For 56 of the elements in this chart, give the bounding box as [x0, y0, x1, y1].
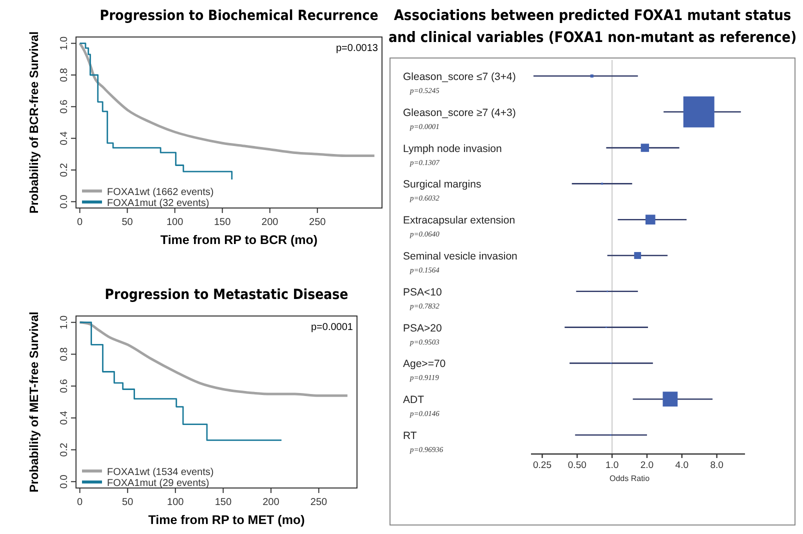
y-tick-label: Seminal vesicle invasion: [403, 250, 518, 262]
x-tick-label: 250: [310, 497, 328, 508]
y-tick-label: Surgical margins: [403, 178, 482, 191]
y-tick-label: 0.4: [59, 130, 70, 146]
y-tick-label: Lymph node invasion: [403, 142, 502, 155]
y-tick-label: PSA<10: [403, 286, 442, 298]
y-axis-title: Probability of BCR-free Survival: [27, 31, 41, 214]
y-tick-label: ADT: [403, 394, 425, 406]
y-tick-label: PSA>20: [403, 322, 442, 334]
x-tick-label: 0: [77, 217, 84, 228]
x-tick-label: 150: [214, 217, 232, 228]
x-tick-label: 50: [122, 497, 134, 508]
y-tick-label: 0.8: [59, 346, 70, 362]
x-tick-label: 0.25: [532, 460, 552, 471]
legend-label: FOXA1wt (1534 events): [107, 467, 214, 478]
x-tick-label: 50: [122, 217, 134, 228]
y-tick-label: 1.0: [59, 36, 70, 50]
y-tick-label: Gleason_score ≥7 (4+3): [403, 106, 516, 119]
chart-title: Associations between predicted FOXA1 mutant status and clinical variables (FOXA1 non-mutant as reference): [388, 8, 797, 46]
y-tick-label: 0.4: [59, 410, 70, 425]
x-tick-label: 0: [77, 497, 84, 508]
x-tick-label: 200: [262, 217, 279, 228]
legend-label: FOXA1wt (1662 events): [107, 187, 214, 198]
y-tick-label: RT: [403, 430, 418, 442]
y-tick-label: 1.0: [59, 314, 70, 330]
y-tick-label: 0.8: [59, 68, 70, 82]
y-tick-label: 0.6: [59, 99, 70, 114]
legend-label: FOXA1mut (32 events): [107, 198, 210, 209]
x-tick-label: 250: [309, 217, 326, 228]
x-tick-label: 150: [214, 497, 232, 508]
x-tick-label: 8.0: [710, 460, 724, 471]
x-tick-label: 0.50: [568, 460, 586, 471]
chart-title: Progression to Metastatic Disease: [104, 287, 348, 303]
y-tick-label: Age>=70: [403, 358, 446, 370]
y-tick-label: Extracapsular extension: [403, 214, 516, 227]
x-axis-title: Odds Ratio: [610, 474, 650, 483]
y-axis-title: Probability of MET-free Survival: [27, 312, 41, 492]
y-tick-label: 0.0: [59, 474, 70, 489]
chart-title: Progression to Biochemical Recurrence: [100, 8, 378, 24]
x-axis-title: Time from RP to BCR (mo): [160, 233, 318, 247]
x-tick-label: 200: [262, 497, 280, 508]
annotation: p=0.0001: [311, 322, 354, 333]
x-tick-label: 4.0: [675, 460, 689, 471]
y-tick-label: 0.6: [59, 378, 70, 394]
legend-label: FOXA1mut (29 events): [107, 478, 210, 489]
y-tick-label: 0.2: [59, 442, 70, 457]
y-tick-label: 0.2: [59, 162, 70, 177]
x-tick-label: 2.0: [640, 460, 654, 471]
x-tick-label: 100: [167, 497, 184, 508]
line-series: [78, 42, 376, 157]
y-tick-label: Gleason_score ≤7 (3+4): [403, 71, 516, 83]
annotation: p=0.0013: [336, 43, 378, 54]
x-axis-title: Time from RP to MET (mo): [148, 513, 305, 527]
x-tick-label: 100: [166, 217, 184, 228]
x-tick-label: 1.0: [605, 460, 619, 471]
y-tick-label: 0.0: [59, 194, 70, 209]
